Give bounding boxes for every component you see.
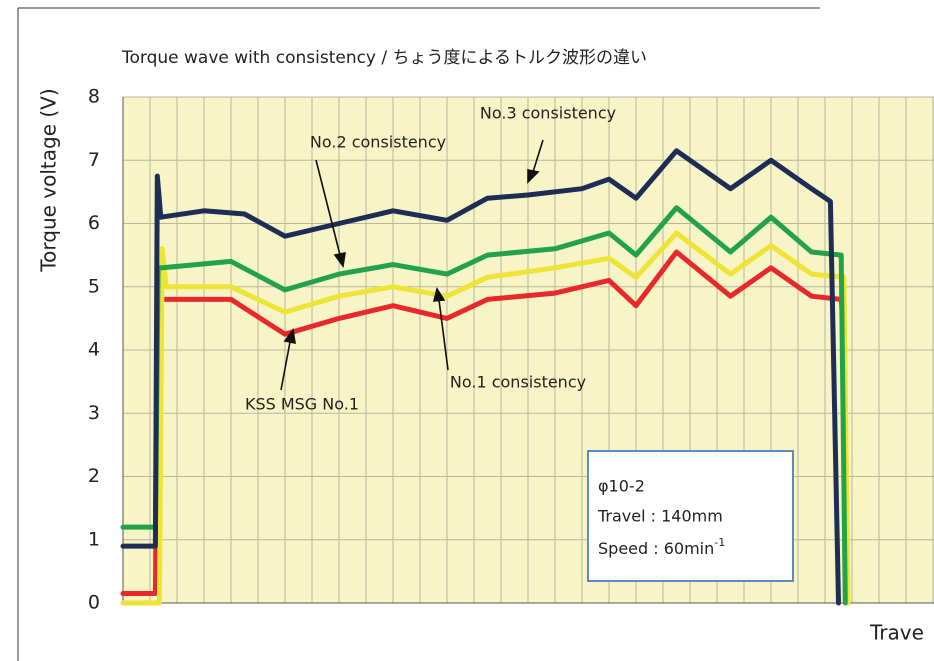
info-box: φ10-2 Travel : 140mm Speed : 60min-1 bbox=[587, 450, 794, 582]
info-text: Speed : 60min-1 bbox=[598, 536, 725, 558]
y-tick-label: 5 bbox=[88, 275, 100, 297]
arrow bbox=[280, 341, 291, 391]
annotations: No.3 consistency No.2 consistency No.1 c… bbox=[245, 104, 616, 414]
arrow-head bbox=[432, 286, 446, 302]
y-tick-label: 8 bbox=[88, 86, 100, 108]
x-axis-label: Trave bbox=[869, 621, 924, 645]
chart-title: Torque wave with consistency / ちょう度によるトル… bbox=[121, 48, 647, 68]
y-tick-label: 1 bbox=[88, 528, 100, 550]
y-tick-label: 0 bbox=[88, 592, 100, 614]
arrow bbox=[532, 139, 544, 173]
y-axis-label: Torque voltage (V) bbox=[37, 88, 61, 272]
plot-area: 0 1 2 3 4 5 6 7 8 bbox=[88, 86, 934, 614]
series-annotation: No.2 consistency bbox=[310, 133, 446, 152]
series-line bbox=[120, 205, 848, 606]
y-tick-label: 3 bbox=[88, 402, 100, 424]
series-line bbox=[120, 148, 841, 606]
y-tick-label: 7 bbox=[88, 149, 100, 171]
series-annotation: KSS MSG No.1 bbox=[245, 395, 359, 414]
y-tick-label: 4 bbox=[88, 339, 100, 361]
arrow-head bbox=[527, 169, 540, 184]
series-annotation: No.3 consistency bbox=[480, 104, 616, 123]
arrow-head bbox=[333, 251, 346, 269]
arrow bbox=[315, 159, 341, 256]
info-box-frame bbox=[587, 450, 794, 582]
info-text-main: Speed : 60min bbox=[598, 539, 714, 558]
y-tick-label: 2 bbox=[88, 465, 100, 487]
y-tick-label: 6 bbox=[88, 212, 100, 234]
info-text: Travel : 140mm bbox=[597, 507, 723, 526]
info-text: φ10-2 bbox=[598, 477, 645, 496]
arrow bbox=[438, 299, 449, 371]
series-line bbox=[120, 230, 851, 606]
info-superscript: -1 bbox=[714, 536, 725, 549]
series-annotation: No.1 consistency bbox=[450, 373, 586, 392]
arrow-head bbox=[283, 327, 296, 345]
arrows bbox=[280, 139, 544, 391]
